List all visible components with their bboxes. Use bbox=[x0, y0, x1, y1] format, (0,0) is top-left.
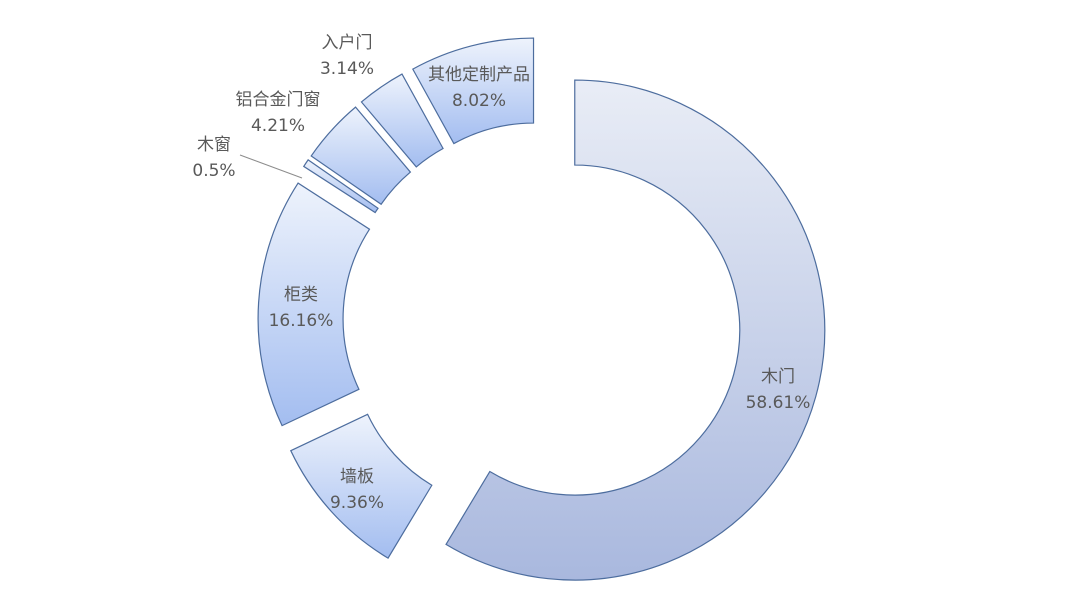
slice-value-label: 16.16% bbox=[269, 311, 334, 331]
slice-3 bbox=[302, 159, 379, 214]
slice-6 bbox=[411, 37, 535, 145]
slice-label: 木窗 bbox=[197, 135, 231, 155]
slice-4 bbox=[310, 106, 412, 206]
slice-value-label: 3.14% bbox=[320, 59, 374, 79]
slice-label: 入户门 bbox=[322, 33, 373, 53]
slice-value-label: 9.36% bbox=[330, 493, 384, 513]
slice-2 bbox=[257, 182, 371, 427]
slice-label: 柜类 bbox=[284, 285, 318, 305]
leader-line-muchuang bbox=[239, 154, 303, 179]
slice-value-label: 58.61% bbox=[746, 393, 811, 413]
slice-value-label: 0.5% bbox=[192, 161, 235, 181]
slice-label: 墙板 bbox=[340, 467, 374, 487]
slice-label: 其他定制产品 bbox=[428, 65, 530, 85]
slice-label: 木门 bbox=[761, 367, 795, 387]
slice-value-label: 4.21% bbox=[251, 116, 305, 136]
slice-0 bbox=[445, 79, 826, 581]
slice-label: 铝合金门窗 bbox=[236, 90, 321, 110]
slice-1 bbox=[289, 413, 433, 559]
slice-5 bbox=[360, 73, 444, 168]
slice-value-label: 8.02% bbox=[452, 91, 506, 111]
